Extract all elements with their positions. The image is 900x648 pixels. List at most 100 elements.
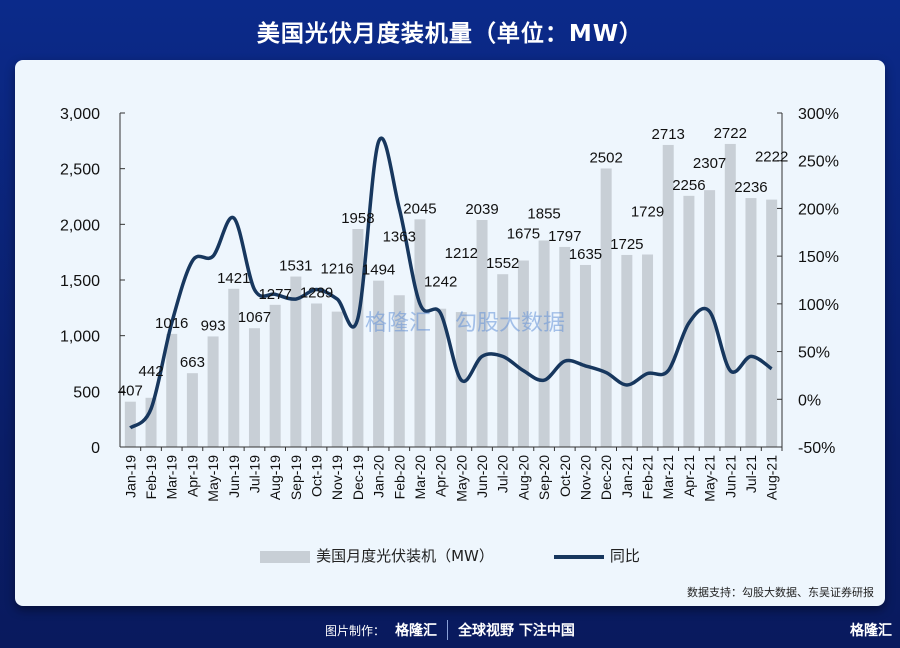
bar-data-label: 2713: [652, 126, 685, 143]
legend-label-line: 同比: [609, 547, 640, 565]
bar: [766, 199, 778, 447]
bar-data-label: 663: [180, 354, 205, 371]
bar-data-label: 1216: [321, 261, 354, 278]
bar-data-label: 1242: [424, 274, 457, 291]
x-tick-label: Jul-20: [495, 455, 511, 493]
bar: [538, 240, 550, 447]
x-tick-label: Dec-19: [350, 455, 366, 500]
bar: [145, 397, 157, 447]
footer-made-by: 图片制作：: [325, 623, 386, 638]
bar-data-label: 1797: [548, 228, 581, 245]
x-tick-label: Aug-21: [764, 455, 780, 500]
bar-data-label: 1494: [362, 262, 395, 279]
right-tick-label: 250%: [798, 154, 839, 171]
bar: [269, 304, 281, 447]
x-tick-label: Nov-20: [577, 455, 593, 500]
corner-logo: 格隆汇: [850, 623, 892, 639]
legend-swatch-bar: [260, 550, 311, 563]
footer-divider: [447, 620, 449, 640]
bar-data-label: 993: [201, 317, 226, 334]
x-tick-label: Mar-21: [660, 455, 676, 500]
footer: 图片制作： 格隆汇 全球视野 下注中国: [0, 620, 900, 640]
left-tick-label: 0: [91, 440, 100, 457]
bar: [600, 168, 612, 447]
x-tick-label: Aug-20: [515, 455, 531, 500]
x-tick-label: Aug-19: [267, 455, 283, 500]
x-tick-label: Mar-19: [164, 455, 180, 500]
bar: [497, 274, 509, 447]
x-tick-label: Jan-21: [619, 455, 635, 498]
x-tick-label: Jun-19: [226, 455, 242, 498]
bar: [559, 246, 571, 447]
right-tick-label: 150%: [798, 249, 839, 266]
x-tick-label: Dec-20: [598, 455, 614, 500]
bar: [311, 303, 323, 447]
right-tick-label: 50%: [798, 345, 830, 362]
bar: [579, 264, 591, 447]
left-tick-label: 1,500: [60, 273, 100, 290]
left-tick-label: 2,500: [60, 162, 100, 179]
x-tick-label: Jun-20: [474, 455, 490, 498]
source-note: 数据支持：勾股大数据、东吴证券研报: [687, 586, 874, 599]
x-tick-label: May-21: [702, 455, 718, 502]
bar: [393, 295, 405, 447]
chart-panel: [15, 60, 885, 606]
left-tick-label: 2,000: [60, 217, 100, 234]
bar-data-label: 1016: [155, 315, 188, 332]
bar: [435, 308, 447, 447]
bar-data-label: 2222: [755, 149, 788, 166]
left-tick-label: 500: [73, 384, 100, 401]
bar-data-label: 1855: [527, 205, 560, 222]
bar: [228, 288, 240, 447]
left-tick-label: 1,000: [60, 329, 100, 346]
bar: [704, 190, 716, 448]
bar: [745, 198, 757, 447]
x-tick-label: Jan-20: [371, 455, 387, 498]
x-tick-label: May-20: [453, 455, 469, 502]
bar-data-label: 2236: [734, 179, 767, 196]
bar-data-label: 2045: [403, 200, 436, 217]
bar-data-label: 1212: [445, 245, 478, 262]
right-tick-label: -50%: [798, 440, 835, 457]
bar: [352, 229, 364, 447]
bar-data-label: 2307: [693, 155, 726, 172]
bar: [414, 219, 426, 447]
x-tick-label: Feb-21: [640, 455, 656, 500]
x-tick-label: Mar-20: [412, 455, 428, 500]
legend: 美国月度光伏装机（MW） 同比: [0, 545, 900, 566]
bar: [186, 373, 198, 447]
x-tick-label: Feb-20: [391, 455, 407, 500]
right-tick-label: 100%: [798, 297, 839, 314]
bar: [331, 311, 343, 447]
footer-slogan: 全球视野 下注中国: [458, 623, 575, 639]
bar-data-label: 407: [118, 383, 143, 400]
x-tick-label: Oct-19: [309, 455, 325, 497]
bar-data-label: 1531: [279, 258, 312, 275]
bar-data-label: 2256: [672, 177, 705, 194]
bar-data-label: 1363: [383, 228, 416, 245]
x-tick-label: Jul-19: [246, 455, 262, 493]
bar-data-label: 1067: [238, 309, 271, 326]
x-tick-label: Apr-21: [681, 455, 697, 497]
bar: [476, 219, 488, 447]
bar: [662, 144, 674, 447]
x-tick-label: Nov-19: [329, 455, 345, 500]
x-tick-label: Jul-21: [743, 455, 759, 493]
bar: [290, 276, 302, 447]
bar: [248, 328, 260, 447]
footer-logo: 格隆汇: [395, 623, 438, 639]
right-tick-label: 0%: [798, 392, 821, 409]
bar: [124, 401, 136, 447]
bar: [373, 280, 385, 447]
legend-item-line: 同比: [553, 545, 640, 566]
bar-data-label: 2722: [714, 125, 747, 142]
x-tick-label: Jan-19: [122, 455, 138, 498]
bar: [166, 333, 178, 447]
right-tick-label: 300%: [798, 106, 839, 123]
bar-data-label: 1958: [341, 210, 374, 227]
bar-data-label: 1289: [300, 284, 333, 301]
bar-data-label: 1725: [610, 236, 643, 253]
bar: [517, 260, 529, 447]
bar-data-label: 2039: [465, 201, 498, 218]
